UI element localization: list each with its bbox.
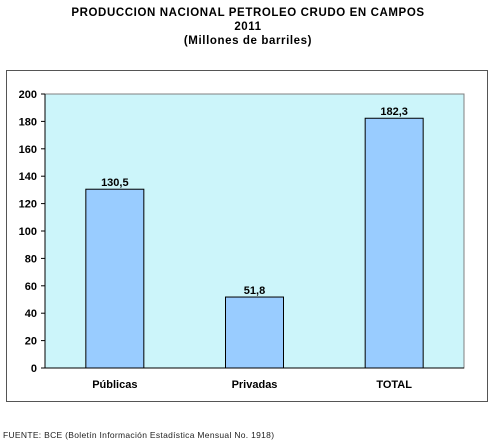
x-tick-label: Privadas — [232, 379, 278, 391]
chart-title-line-2: 2011 — [234, 21, 262, 33]
y-axis-ticks: 0 20 40 60 80 100 120 140 160 180 200 — [19, 89, 45, 375]
y-tick-label: 120 — [19, 199, 37, 211]
y-tick-label: 20 — [25, 336, 37, 348]
bar-públicas — [85, 188, 145, 369]
y-tick-label: 40 — [25, 308, 37, 320]
source-note: FUENTE: BCE (Boletín Información Estadís… — [3, 430, 275, 440]
y-tick-label: 80 — [25, 253, 37, 265]
y-tick-label: 140 — [19, 171, 37, 183]
y-tick-label: 200 — [19, 89, 37, 101]
bars — [85, 117, 424, 369]
y-tick-label: 160 — [19, 144, 37, 156]
y-tick-label: 60 — [25, 281, 37, 293]
x-axis-labels: Públicas Privadas TOTAL — [92, 379, 412, 391]
data-label: 130,5 — [101, 177, 129, 189]
data-label: 182,3 — [380, 106, 408, 118]
x-tick-label: Públicas — [92, 379, 137, 391]
y-tick-label: 180 — [19, 116, 37, 128]
chart-title-line-3: (Millones de barriles) — [183, 35, 313, 47]
chart-title: PRODUCCION NACIONAL PETROLEO CRUDO EN CA… — [0, 6, 496, 48]
bar-privadas — [225, 296, 284, 369]
y-tick-label: 0 — [31, 363, 37, 375]
chart-title-line-1: PRODUCCION NACIONAL PETROLEO CRUDO EN CA… — [71, 7, 425, 19]
y-tick-label: 100 — [19, 226, 37, 238]
x-tick-label: TOTAL — [376, 379, 412, 391]
bar-total — [364, 117, 424, 369]
data-labels: 130,5 51,8 182,3 — [101, 106, 408, 297]
data-label: 51,8 — [244, 285, 265, 297]
